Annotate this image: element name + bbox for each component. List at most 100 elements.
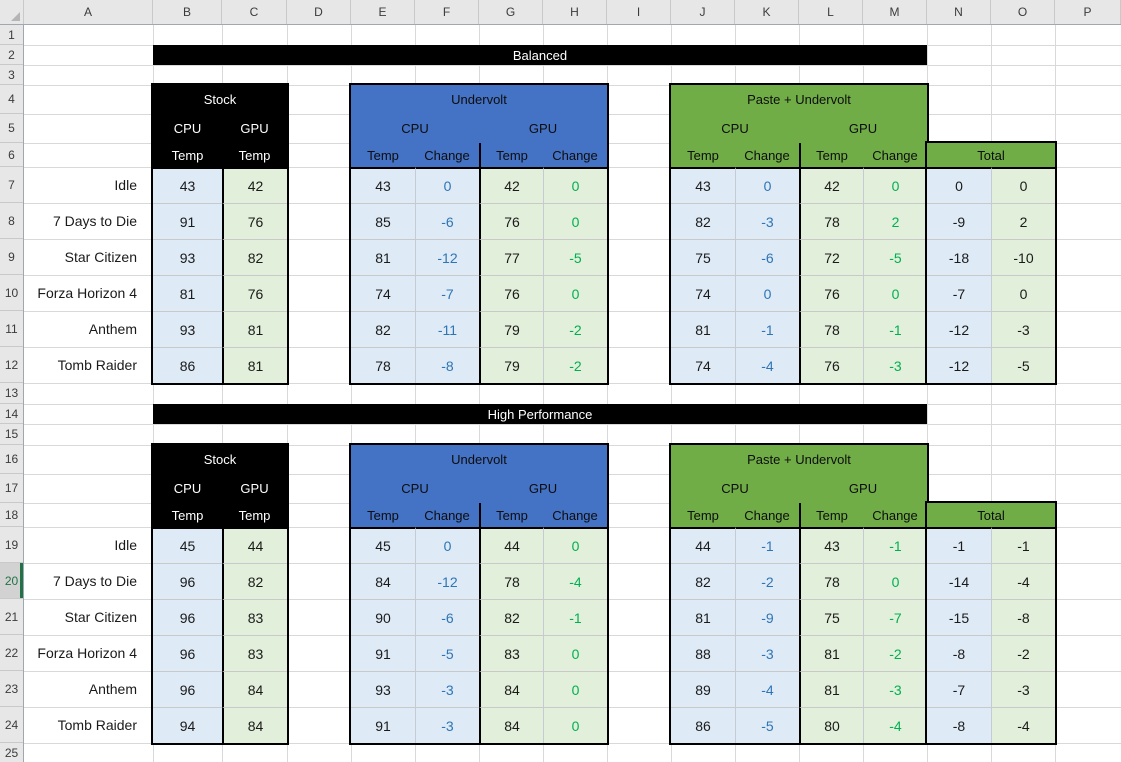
header-temp[interactable]: Temp: [479, 503, 543, 527]
cell[interactable]: 81: [153, 275, 222, 311]
cell[interactable]: 96: [153, 563, 222, 599]
header-temp[interactable]: Temp: [479, 143, 543, 167]
header-undervolt[interactable]: Undervolt: [351, 85, 607, 114]
cell[interactable]: 93: [153, 239, 222, 275]
row-label[interactable]: Star Citizen: [64, 249, 137, 265]
cell[interactable]: -1: [863, 527, 927, 563]
cell[interactable]: 44: [479, 527, 543, 563]
row-label[interactable]: 7 Days to Die: [52, 573, 137, 589]
header-change[interactable]: Change: [735, 143, 799, 167]
cell[interactable]: 91: [153, 203, 222, 239]
column-header[interactable]: E: [351, 0, 415, 24]
cell[interactable]: -6: [415, 203, 479, 239]
cell[interactable]: -15: [927, 599, 991, 635]
cell[interactable]: 78: [799, 563, 863, 599]
cell[interactable]: 74: [351, 275, 415, 311]
cell[interactable]: -4: [991, 563, 1055, 599]
cell[interactable]: 82: [222, 563, 287, 599]
cell[interactable]: 0: [543, 707, 607, 743]
row-header[interactable]: 2: [0, 45, 23, 65]
cell[interactable]: 42: [479, 167, 543, 203]
cell[interactable]: 78: [479, 563, 543, 599]
cell[interactable]: -12: [415, 239, 479, 275]
row-label[interactable]: Anthem: [88, 681, 137, 697]
row-header-active[interactable]: 20: [0, 563, 23, 599]
cell[interactable]: 2: [991, 203, 1055, 239]
column-header[interactable]: G: [479, 0, 543, 24]
header-temp[interactable]: Temp: [153, 503, 222, 527]
cell[interactable]: 76: [222, 275, 287, 311]
row-header[interactable]: 13: [0, 383, 23, 404]
cell[interactable]: -18: [927, 239, 991, 275]
header-gpu[interactable]: GPU: [222, 474, 287, 503]
cell[interactable]: -8: [991, 599, 1055, 635]
column-header[interactable]: C: [222, 0, 287, 24]
row-header[interactable]: 15: [0, 424, 23, 445]
row-header[interactable]: 21: [0, 599, 23, 635]
cell[interactable]: -4: [735, 347, 799, 383]
cell[interactable]: -6: [735, 239, 799, 275]
cell[interactable]: -2: [735, 563, 799, 599]
row-header[interactable]: 6: [0, 143, 23, 167]
column-header[interactable]: I: [607, 0, 671, 24]
column-header[interactable]: N: [927, 0, 991, 24]
cell[interactable]: 82: [671, 203, 735, 239]
cell[interactable]: -3: [863, 671, 927, 707]
cell[interactable]: 79: [479, 347, 543, 383]
cell[interactable]: 86: [153, 347, 222, 383]
cell[interactable]: -7: [863, 599, 927, 635]
banner-balanced[interactable]: Balanced: [153, 45, 927, 65]
banner-high-performance[interactable]: High Performance: [153, 404, 927, 424]
cell[interactable]: 84: [479, 671, 543, 707]
header-temp[interactable]: Temp: [351, 503, 415, 527]
header-gpu[interactable]: GPU: [479, 114, 607, 143]
cell[interactable]: -3: [991, 311, 1055, 347]
cell[interactable]: 80: [799, 707, 863, 743]
cell[interactable]: 0: [543, 527, 607, 563]
row-header[interactable]: 4: [0, 85, 23, 114]
header-change[interactable]: Change: [735, 503, 799, 527]
cell[interactable]: 83: [479, 635, 543, 671]
cell[interactable]: 76: [222, 203, 287, 239]
cell[interactable]: 43: [799, 527, 863, 563]
cell[interactable]: 0: [991, 275, 1055, 311]
select-all-corner[interactable]: [0, 0, 24, 24]
cell[interactable]: 78: [799, 311, 863, 347]
cell[interactable]: -1: [991, 527, 1055, 563]
header-change[interactable]: Change: [863, 503, 927, 527]
header-total[interactable]: Total: [927, 503, 1055, 527]
cell[interactable]: -5: [735, 707, 799, 743]
cell[interactable]: 0: [927, 167, 991, 203]
cell[interactable]: 0: [415, 527, 479, 563]
cell[interactable]: 88: [671, 635, 735, 671]
cell[interactable]: -12: [415, 563, 479, 599]
cell[interactable]: 0: [863, 167, 927, 203]
cell[interactable]: 81: [799, 635, 863, 671]
header-temp[interactable]: Temp: [222, 503, 287, 527]
cell[interactable]: -1: [927, 527, 991, 563]
cell[interactable]: 0: [543, 203, 607, 239]
cell[interactable]: 45: [153, 527, 222, 563]
cell[interactable]: -5: [991, 347, 1055, 383]
cell[interactable]: 76: [479, 275, 543, 311]
cell[interactable]: -11: [415, 311, 479, 347]
cell[interactable]: -3: [735, 635, 799, 671]
column-header[interactable]: D: [287, 0, 351, 24]
cell[interactable]: 75: [671, 239, 735, 275]
cell[interactable]: -3: [415, 671, 479, 707]
cell[interactable]: -1: [735, 527, 799, 563]
row-header[interactable]: 1: [0, 25, 23, 45]
cell[interactable]: 81: [799, 671, 863, 707]
row-label[interactable]: Tomb Raider: [57, 357, 137, 373]
row-header[interactable]: 25: [4, 745, 19, 760]
cell[interactable]: -3: [991, 671, 1055, 707]
cell[interactable]: -2: [863, 635, 927, 671]
row-label[interactable]: Forza Horizon 4: [37, 285, 137, 301]
cell[interactable]: 0: [735, 275, 799, 311]
header-change[interactable]: Change: [415, 143, 479, 167]
column-header[interactable]: F: [415, 0, 479, 24]
cell[interactable]: 81: [671, 311, 735, 347]
cell[interactable]: -2: [543, 347, 607, 383]
cell[interactable]: 78: [799, 203, 863, 239]
column-header[interactable]: A: [24, 0, 153, 24]
